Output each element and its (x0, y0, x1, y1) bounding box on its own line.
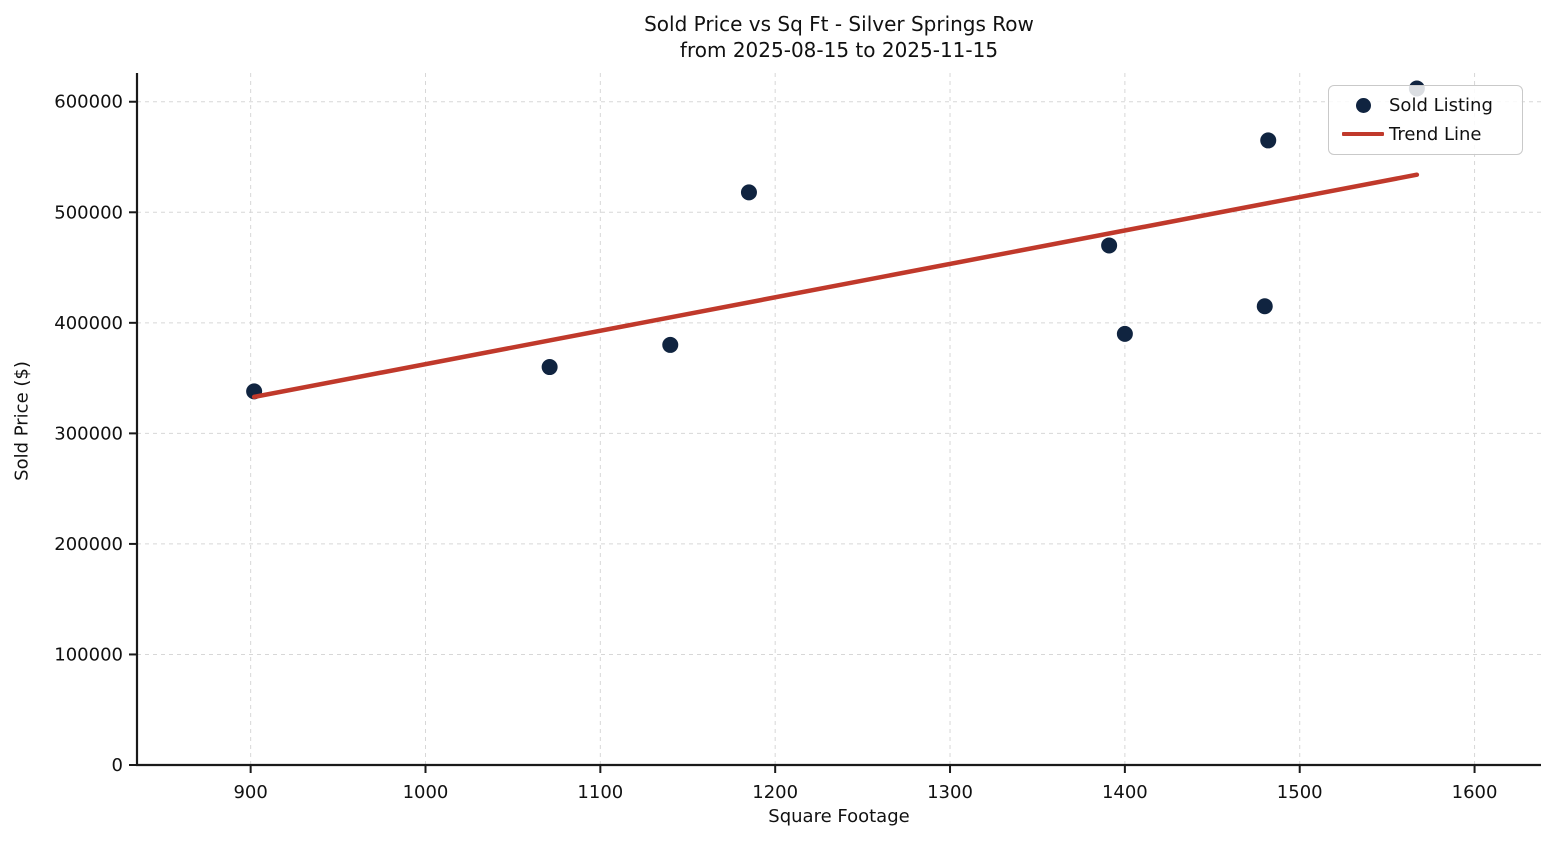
x-tick-label: 1600 (1452, 782, 1498, 803)
trend-line-path (251, 172, 1420, 400)
x-axis-ticks: 900 1000 1100 1200 1300 1400 1500 1600 (233, 765, 1497, 803)
y-tick-label: 400000 (54, 313, 123, 334)
y-tick-label: 100000 (54, 644, 123, 665)
y-tick-label: 500000 (54, 202, 123, 223)
axes-spines (135, 73, 1541, 767)
x-tick-label: 1100 (577, 782, 623, 803)
legend-item-sold-listing: Sold Listing (1337, 93, 1510, 117)
legend-label-sold-listing: Sold Listing (1389, 94, 1493, 116)
chart-title-line1: Sold Price vs Sq Ft - Silver Springs Row (644, 12, 1034, 36)
sold-listing-marker-icon (1337, 97, 1389, 113)
x-tick-label: 900 (233, 782, 267, 803)
x-tick-label: 1500 (1277, 782, 1323, 803)
trend-line-marker-icon (1337, 132, 1389, 136)
data-point (662, 336, 679, 353)
data-point (1260, 132, 1277, 149)
x-axis-label: Square Footage (768, 806, 910, 827)
legend-label-trend-line: Trend Line (1389, 123, 1482, 145)
y-tick-label: 200000 (54, 534, 123, 555)
x-tick-label: 1200 (752, 782, 798, 803)
y-tick-label: 0 (112, 755, 123, 776)
data-point (740, 184, 757, 201)
x-tick-label: 1300 (927, 782, 973, 803)
plot-gridlines (137, 73, 1541, 766)
y-tick-label: 300000 (54, 423, 123, 444)
trend-line (251, 172, 1420, 400)
data-point (1256, 298, 1273, 315)
data-point (1101, 237, 1118, 254)
y-axis-ticks: 0 100000 200000 300000 400000 500000 600000 (54, 92, 137, 776)
legend-item-trend-line: Trend Line (1337, 122, 1510, 146)
scatter-points (246, 80, 1425, 400)
x-tick-label: 1400 (1102, 782, 1148, 803)
y-axis-label: Sold Price ($) (11, 361, 33, 481)
x-tick-label: 1000 (403, 782, 449, 803)
data-point (1116, 325, 1133, 342)
data-point (541, 359, 558, 376)
y-tick-label: 600000 (54, 92, 123, 113)
legend: Sold Listing Trend Line (1328, 85, 1523, 155)
chart-title: Sold Price vs Sq Ft - Silver Springs Row… (137, 11, 1541, 63)
chart-title-line2: from 2025-08-15 to 2025-11-15 (679, 38, 999, 62)
